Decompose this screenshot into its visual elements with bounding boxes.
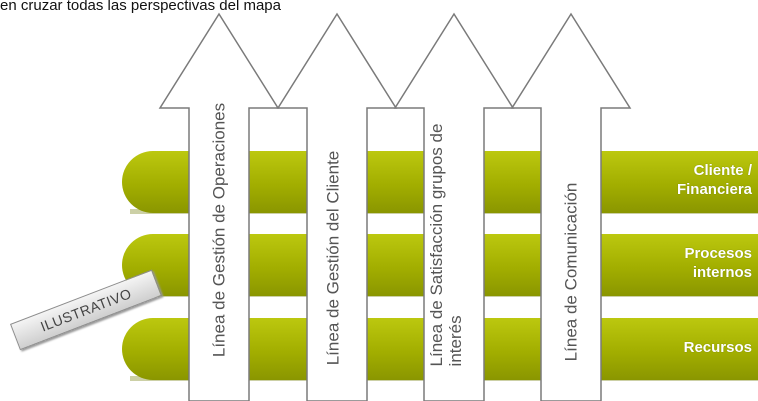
diagram-heading: en cruzar todas las perspectivas del map…	[0, 0, 281, 14]
arrow-label: Línea de Comunicación	[561, 182, 581, 362]
perspective-arrow	[158, 12, 280, 401]
band-label: Recursos	[683, 338, 752, 356]
arrow-label: Línea de Gestión del Cliente	[323, 150, 343, 366]
arrow-label: Línea de Satisfacción grupos de interés	[427, 123, 465, 367]
arrow-label: Línea de Gestión de Operaciones	[209, 102, 229, 358]
band-label: Cliente / Financiera	[676, 162, 752, 198]
perspective-arrow	[510, 12, 632, 401]
perspective-arrow	[276, 12, 398, 401]
band-label: Procesos internos	[684, 245, 752, 281]
perspective-arrow	[393, 12, 515, 401]
